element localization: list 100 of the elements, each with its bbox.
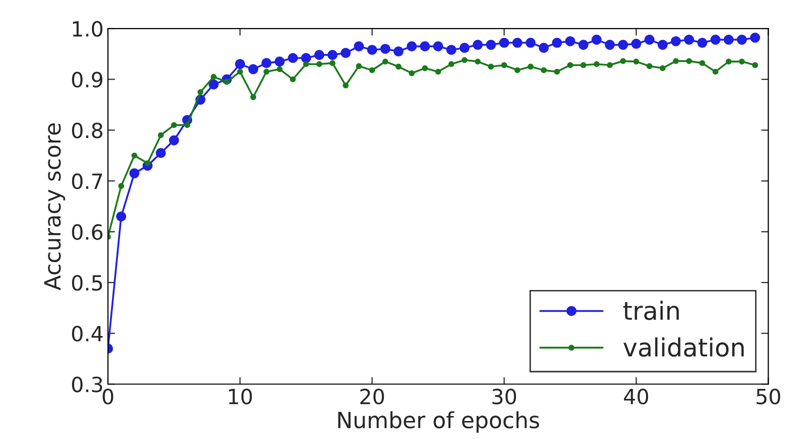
point xyxy=(327,50,338,60)
point xyxy=(248,64,258,74)
point xyxy=(314,50,324,60)
point xyxy=(342,82,349,88)
point xyxy=(369,67,376,74)
point xyxy=(554,68,560,75)
point xyxy=(646,63,652,70)
point xyxy=(237,68,243,75)
point xyxy=(618,40,628,50)
point xyxy=(290,76,296,82)
point xyxy=(631,38,642,49)
point xyxy=(263,68,270,75)
y-tick-label: 0.6 xyxy=(72,224,102,240)
point xyxy=(171,122,177,128)
point xyxy=(578,40,588,50)
point xyxy=(604,40,615,50)
point xyxy=(301,52,312,64)
point xyxy=(606,62,613,68)
point xyxy=(752,62,758,68)
point xyxy=(697,38,708,48)
point xyxy=(156,148,166,158)
point xyxy=(724,34,734,45)
point xyxy=(330,60,336,66)
point xyxy=(276,66,283,72)
point xyxy=(486,40,496,50)
point xyxy=(435,68,442,75)
point xyxy=(354,41,364,52)
x-tick-label: 50 xyxy=(756,388,780,404)
point xyxy=(750,32,760,43)
y-tick-label: 0.7 xyxy=(72,173,102,190)
point xyxy=(116,211,126,222)
point xyxy=(710,34,721,45)
y-axis-title: Accuracy score xyxy=(44,123,66,290)
point xyxy=(726,58,732,65)
point xyxy=(380,44,390,54)
point xyxy=(526,38,536,48)
point xyxy=(208,79,219,90)
point xyxy=(699,60,706,66)
point xyxy=(234,59,246,70)
point xyxy=(420,41,430,52)
point xyxy=(250,94,256,100)
point xyxy=(168,135,180,146)
point xyxy=(670,36,681,46)
y-tick-label: 0.3 xyxy=(72,376,102,392)
point xyxy=(686,58,692,64)
x-tick-label: 40 xyxy=(624,388,648,404)
point xyxy=(118,183,124,189)
point xyxy=(422,65,428,72)
point xyxy=(712,68,718,75)
point xyxy=(499,38,510,48)
point xyxy=(552,38,562,48)
y-tick-label: 0.4 xyxy=(72,326,103,342)
point xyxy=(474,58,481,65)
point xyxy=(433,41,444,52)
point xyxy=(738,58,745,65)
point xyxy=(197,89,204,95)
x-tick-label: 20 xyxy=(360,388,384,404)
point xyxy=(592,34,602,45)
point xyxy=(658,40,668,50)
point xyxy=(736,34,747,45)
point xyxy=(448,61,454,68)
point xyxy=(356,63,362,70)
point xyxy=(340,48,351,58)
point xyxy=(184,122,190,128)
x-tick-label: 0 xyxy=(102,388,114,404)
point xyxy=(540,67,547,74)
x-tick-label: 10 xyxy=(229,388,252,404)
legend-label: validation xyxy=(623,337,744,357)
point xyxy=(514,67,520,74)
point xyxy=(406,41,417,52)
point xyxy=(567,62,574,68)
point xyxy=(633,58,640,65)
point xyxy=(594,61,600,68)
point xyxy=(303,61,310,68)
point xyxy=(261,58,272,68)
point xyxy=(367,44,378,55)
point xyxy=(512,38,522,48)
point xyxy=(488,64,494,70)
legend-label: train xyxy=(623,300,679,320)
point xyxy=(660,65,666,72)
point xyxy=(565,36,576,46)
point xyxy=(408,70,415,76)
point xyxy=(446,44,456,55)
point xyxy=(274,56,285,67)
y-tick-label: 1.0 xyxy=(72,20,102,37)
point xyxy=(538,42,549,53)
point xyxy=(396,64,402,70)
point xyxy=(158,132,164,138)
point xyxy=(131,152,138,158)
point xyxy=(501,62,508,68)
point xyxy=(472,40,483,50)
point xyxy=(382,58,388,65)
point xyxy=(210,74,217,80)
x-axis-title: Number of epochs xyxy=(338,411,540,433)
y-tick-label: 0.5 xyxy=(72,274,102,291)
x-tick-label: 30 xyxy=(492,388,516,404)
point xyxy=(316,61,322,68)
point xyxy=(460,42,470,53)
point xyxy=(644,34,654,45)
y-tick-label: 0.9 xyxy=(72,72,102,88)
